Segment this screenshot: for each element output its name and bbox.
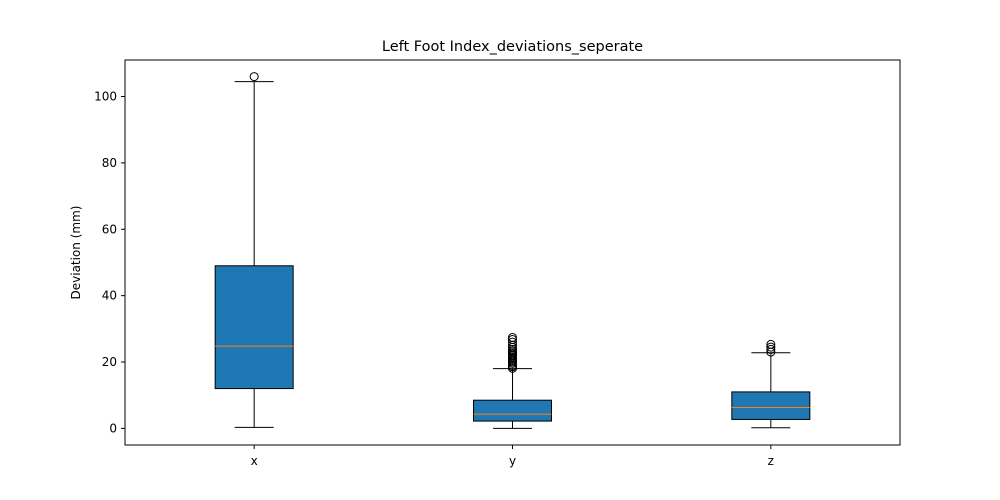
y-tick-label: 60 <box>102 222 117 236</box>
box-z <box>731 339 811 429</box>
outlier-point <box>249 72 259 82</box>
y-tick-label: 80 <box>102 156 117 170</box>
y-tick-label: 40 <box>102 289 117 303</box>
iqr-box <box>214 265 294 390</box>
x-axis: x y z <box>251 445 774 468</box>
iqr-box <box>731 391 811 420</box>
outlier-point <box>766 344 776 354</box>
box-y <box>473 332 552 429</box>
y-tick-label: 20 <box>102 355 117 369</box>
x-tick-label: x <box>251 454 258 468</box>
outlier-point <box>766 339 776 349</box>
x-tick-label: z <box>768 454 774 468</box>
x-tick-label: y <box>509 454 516 468</box>
outlier-point <box>766 342 776 352</box>
y-tick-label: 0 <box>109 421 117 435</box>
box-group <box>214 72 811 429</box>
outlier-point <box>508 332 517 342</box>
box-x <box>214 72 294 428</box>
y-tick-label: 100 <box>94 90 117 104</box>
outlier-point <box>508 337 517 347</box>
y-axis: 0 20 40 60 80 100 <box>94 90 125 435</box>
iqr-box <box>473 399 552 422</box>
chart-title: Left Foot Index_deviations_seperate <box>382 39 643 55</box>
y-axis-label: Deviation (mm) <box>69 206 83 300</box>
